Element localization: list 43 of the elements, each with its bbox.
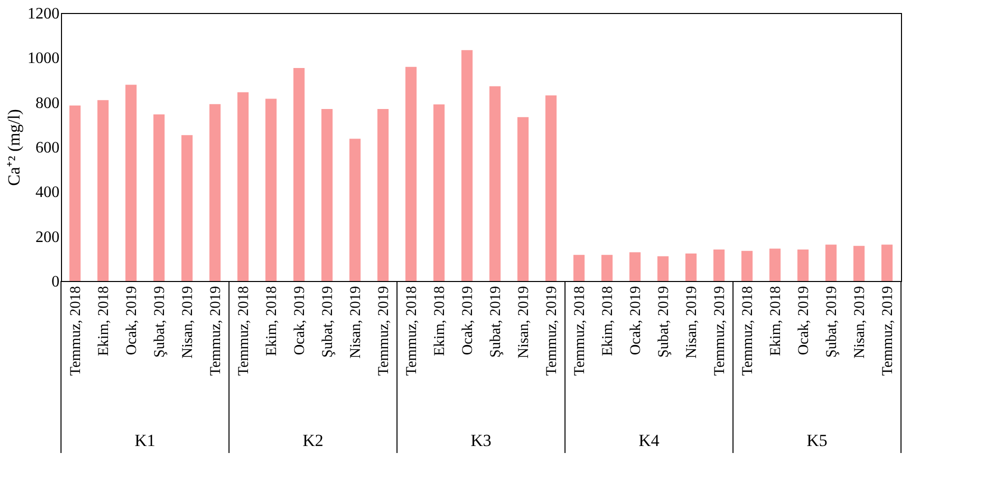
x-tick-label: Nisan, 2019	[516, 286, 532, 358]
y-axis-title: Ca⁺² (mg/l)	[4, 109, 24, 186]
text: K5	[806, 431, 828, 450]
y-tick-label: 200	[36, 228, 60, 246]
x-tick-label: Ekim, 2018	[264, 286, 280, 356]
x-tick-label: Temmuz, 2019	[712, 286, 728, 376]
x-tick-label: Şubat, 2019	[824, 286, 840, 358]
x-tick-label: Şubat, 2019	[320, 286, 336, 358]
x-tick-label: Temmuz, 2018	[68, 286, 84, 376]
x-tick-label: Nisan, 2019	[180, 286, 196, 358]
x-tick-label: Temmuz, 2018	[572, 286, 588, 376]
text: K1	[134, 431, 156, 450]
text: K4	[638, 431, 660, 450]
text: K3	[470, 431, 492, 450]
x-tick-label: Şubat, 2019	[488, 286, 504, 358]
x-tick-label: Temmuz, 2019	[880, 286, 896, 376]
y-tick-label: 1200	[28, 6, 60, 22]
x-tick-label: Temmuz, 2018	[236, 286, 252, 376]
x-tick-label: Nisan, 2019	[684, 286, 700, 358]
x-tick-label: Ekim, 2018	[432, 286, 448, 356]
x-tick-label: Şubat, 2019	[656, 286, 672, 358]
x-tick-label: Ocak, 2019	[460, 286, 476, 356]
x-tick-label: Ekim, 2018	[96, 286, 112, 356]
x-tick-label: Temmuz, 2018	[740, 286, 756, 376]
x-tick-label: Ocak, 2019	[124, 286, 140, 356]
y-tick-label: 600	[36, 140, 60, 156]
x-tick-label: Temmuz, 2019	[208, 286, 224, 376]
y-tick-label: 800	[36, 94, 60, 112]
x-tick-label: Nisan, 2019	[852, 286, 868, 358]
x-tick-label: Temmuz, 2019	[376, 286, 392, 376]
y-tick-label: 1000	[28, 50, 60, 68]
x-tick-label: Ocak, 2019	[628, 286, 644, 356]
y-tick-label: 400	[36, 184, 60, 202]
text: K2	[302, 431, 324, 450]
x-tick-label: Ekim, 2018	[600, 286, 616, 356]
x-tick-label: Ocak, 2019	[292, 286, 308, 356]
x-tick-label: Temmuz, 2018	[404, 286, 420, 376]
x-tick-label: Ekim, 2018	[768, 286, 784, 356]
y-tick-label: 0	[52, 274, 60, 290]
x-tick-label: Temmuz, 2019	[544, 286, 560, 376]
x-tick-label: Nisan, 2019	[348, 286, 364, 358]
x-tick-label: Ocak, 2019	[796, 286, 812, 356]
x-tick-label: Şubat, 2019	[152, 286, 168, 358]
